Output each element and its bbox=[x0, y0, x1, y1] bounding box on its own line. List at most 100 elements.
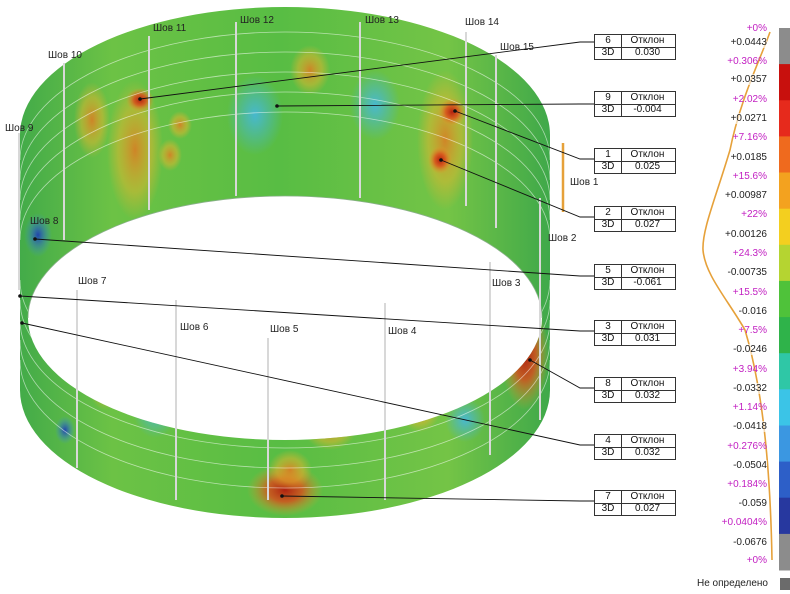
callout-dim: 3D bbox=[595, 447, 622, 459]
callout-value: 0.027 bbox=[634, 503, 661, 514]
callout-number: 3 bbox=[595, 321, 622, 333]
callout-number: 8 bbox=[595, 378, 622, 390]
legend-pct: +7.5% bbox=[738, 325, 767, 336]
legend-value: -0.0418 bbox=[733, 421, 767, 432]
legend-swatch bbox=[779, 389, 790, 426]
legend-pct: +0% bbox=[746, 23, 767, 34]
legend-pct: +3.94% bbox=[732, 364, 767, 375]
legend-pct: +0% bbox=[746, 555, 767, 566]
callout-7: 7 Отклон 3D 0.027 bbox=[594, 490, 676, 516]
legend-value: +0.00987 bbox=[725, 190, 767, 201]
callout-number: 5 bbox=[595, 265, 622, 277]
seam-label-5: Шов 5 bbox=[270, 324, 299, 335]
legend-swatch bbox=[779, 461, 790, 499]
callout-number: 7 bbox=[595, 491, 622, 503]
legend-value: +0.0271 bbox=[730, 113, 767, 124]
callout-dim: 3D bbox=[595, 104, 622, 116]
legend-pct: +7.16% bbox=[732, 132, 767, 143]
legend-swatch bbox=[779, 136, 790, 173]
callout-heading: Отклон bbox=[630, 378, 665, 389]
legend-value: -0.059 bbox=[738, 498, 767, 509]
seam-label-14: Шов 14 bbox=[465, 17, 499, 28]
callout-8: 8 Отклон 3D 0.032 bbox=[594, 377, 676, 403]
seam-label-6: Шов 6 bbox=[180, 322, 209, 333]
callout-heading: Отклон bbox=[630, 491, 665, 502]
legend-pct: +24.3% bbox=[732, 248, 767, 259]
legend-pct: +0.306% bbox=[727, 56, 767, 67]
callout-heading: Отклон bbox=[630, 92, 665, 103]
legend-value: -0.0246 bbox=[733, 344, 767, 355]
tank-ring-surface bbox=[20, 7, 550, 518]
seam-label-8: Шов 8 bbox=[30, 216, 59, 227]
callout-dim: 3D bbox=[595, 333, 622, 345]
legend-value: +0.00126 bbox=[725, 229, 767, 240]
seam-label-9: Шов 9 bbox=[5, 123, 34, 134]
callout-2: 2 Отклон 3D 0.027 bbox=[594, 206, 676, 232]
legend-value: -0.0332 bbox=[733, 383, 767, 394]
callout-value: -0.004 bbox=[633, 104, 662, 115]
legend-swatch bbox=[779, 317, 790, 354]
callout-dim: 3D bbox=[595, 161, 622, 173]
callout-value: 0.031 bbox=[634, 333, 661, 344]
callout-9: 9 Отклон 3D -0.004 bbox=[594, 91, 676, 117]
callout-heading: Отклон bbox=[630, 265, 665, 276]
callout-number: 9 bbox=[595, 92, 622, 104]
legend-swatch bbox=[779, 208, 790, 246]
callout-heading: Отклон bbox=[630, 321, 665, 332]
callout-dim: 3D bbox=[595, 277, 622, 289]
legend-pct: +22% bbox=[741, 209, 767, 220]
legend-value: -0.0504 bbox=[733, 460, 767, 471]
legend-pct: +1.14% bbox=[732, 402, 767, 413]
callout-4: 4 Отклон 3D 0.032 bbox=[594, 434, 676, 460]
callout-dim: 3D bbox=[595, 503, 622, 515]
seam-label-11: Шов 11 bbox=[153, 23, 187, 34]
legend-value: -0.00735 bbox=[727, 267, 767, 278]
callout-dim: 3D bbox=[595, 47, 622, 59]
callout-heading: Отклон bbox=[630, 149, 665, 160]
callout-value: 0.030 bbox=[634, 47, 661, 58]
legend-value: -0.016 bbox=[738, 306, 767, 317]
callout-value: 0.027 bbox=[634, 219, 661, 230]
callout-dim: 3D bbox=[595, 219, 622, 231]
measurement-points bbox=[18, 97, 532, 498]
callout-number: 1 bbox=[595, 149, 622, 161]
callout-leaders bbox=[19, 41, 594, 502]
legend-value: +0.0443 bbox=[730, 37, 767, 48]
legend-swatch bbox=[779, 28, 790, 65]
callout-heading: Отклон bbox=[630, 207, 665, 218]
legend-value: +0.0185 bbox=[730, 152, 767, 163]
legend-swatch bbox=[779, 425, 790, 463]
seam-label-3: Шов 3 bbox=[492, 278, 521, 289]
legend-swatch bbox=[779, 353, 790, 390]
legend-pct: +15.5% bbox=[732, 287, 767, 298]
callout-number: 6 bbox=[595, 35, 622, 47]
callout-number: 2 bbox=[595, 207, 622, 219]
undefined-swatch bbox=[780, 578, 790, 590]
legend-pct: +2.02% bbox=[732, 94, 767, 105]
seam-label-1: Шов 1 bbox=[570, 177, 599, 188]
callout-6: 6 Отклон 3D 0.030 bbox=[594, 34, 676, 60]
callout-value: 0.032 bbox=[634, 390, 661, 401]
callout-heading: Отклон bbox=[630, 435, 665, 446]
legend-swatch bbox=[779, 497, 790, 535]
legend-swatch bbox=[779, 64, 790, 101]
legend-swatch bbox=[779, 244, 790, 282]
seam-lines bbox=[18, 22, 541, 500]
legend-pct: +15.6% bbox=[732, 171, 767, 182]
callout-number: 4 bbox=[595, 435, 622, 447]
legend-pct: +0.276% bbox=[727, 441, 767, 452]
legend-pct: +0.0404% bbox=[721, 517, 767, 528]
undefined-label: Не определено bbox=[697, 578, 768, 589]
legend-value: +0.0357 bbox=[730, 74, 767, 85]
callout-value: -0.061 bbox=[633, 277, 662, 288]
callout-5: 5 Отклон 3D -0.061 bbox=[594, 264, 676, 290]
callout-heading: Отклон bbox=[630, 35, 665, 46]
seam-label-2: Шов 2 bbox=[548, 233, 577, 244]
seam-label-4: Шов 4 bbox=[388, 326, 417, 337]
callout-dim: 3D bbox=[595, 390, 622, 402]
legend-swatch bbox=[779, 533, 790, 571]
callout-3: 3 Отклон 3D 0.031 bbox=[594, 320, 676, 346]
legend-value: -0.0676 bbox=[733, 537, 767, 548]
seam-label-12: Шов 12 bbox=[240, 15, 274, 26]
